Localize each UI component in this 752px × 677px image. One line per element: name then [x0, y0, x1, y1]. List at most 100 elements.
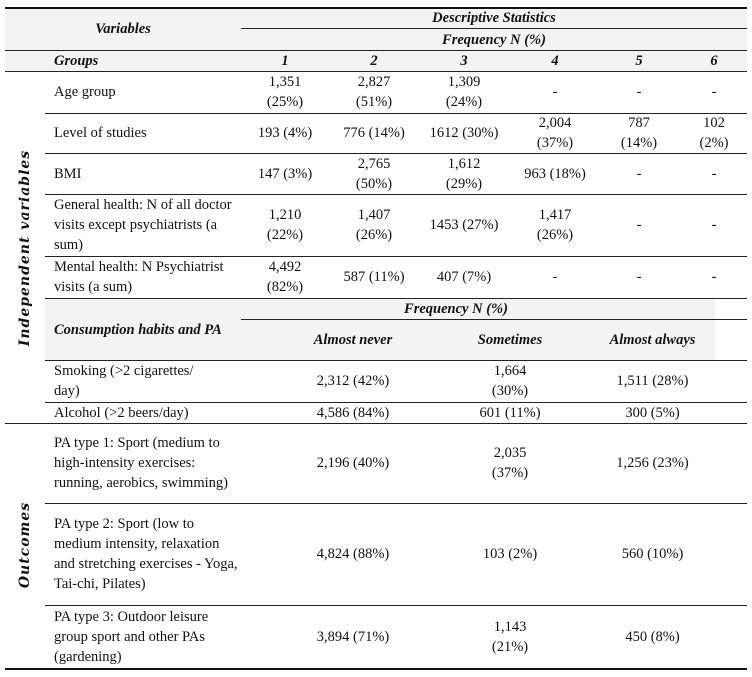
- value-cell-text: -: [636, 217, 642, 233]
- value-cell: 147 (3%): [240, 153, 330, 194]
- value-cell-text: 1,417 (26%): [536, 207, 574, 243]
- row-label: General health: N of all doctor visits e…: [54, 194, 240, 256]
- rule: [45, 153, 747, 154]
- row-label-text: Mental health: N Psychiatrist visits (a …: [54, 259, 224, 295]
- rule: [45, 194, 747, 195]
- value-cell-text: 2,312 (42%): [316, 373, 390, 389]
- value-cell: 1,256 (23%): [560, 423, 745, 503]
- rule: [45, 113, 747, 114]
- variables-header: Variables: [95, 21, 151, 37]
- top-rule: [5, 7, 747, 9]
- value-cell-text: 2,004 (37%): [536, 115, 574, 151]
- value-cell-text: 103 (2%): [482, 546, 538, 562]
- value-cell: 193 (4%): [240, 113, 330, 153]
- row-label: PA type 3: Outdoor leisure group sport a…: [54, 605, 240, 668]
- value-cell-text: 560 (10%): [621, 546, 684, 562]
- value-cell: 103 (2%): [474, 503, 546, 605]
- row-label: Mental health: N Psychiatrist visits (a …: [54, 256, 240, 298]
- value-cell-text: 1,407 (26%): [355, 207, 393, 243]
- value-cell-text: 1,256 (23%): [616, 455, 689, 471]
- row-label: Alcohol (>2 beers/day): [54, 402, 240, 423]
- value-cell: -: [678, 153, 750, 194]
- groups-header: Groups: [54, 53, 99, 69]
- value-cell-text: 4,492 (82%): [266, 259, 304, 295]
- value-cell-text: 102 (2%): [699, 115, 729, 151]
- value-cell: -: [600, 194, 678, 256]
- rule: [45, 298, 747, 299]
- value-cell-text: 776 (14%): [343, 125, 405, 141]
- value-cell-text: -: [711, 269, 717, 285]
- value-cell-text: 3,894 (71%): [316, 628, 390, 645]
- value-cell: -: [600, 153, 678, 194]
- value-cell: -: [600, 71, 678, 113]
- value-cell-text: -: [711, 165, 717, 182]
- value-cell: 1,664 (30%): [474, 360, 546, 402]
- value-cell: 300 (5%): [560, 402, 745, 423]
- value-cell-text: -: [552, 84, 558, 100]
- value-cell: -: [678, 194, 750, 256]
- row-label-text: Smoking (>2 cigarettes/ day): [54, 363, 194, 399]
- row-label: PA type 2: Sport (low to medium intensit…: [54, 503, 240, 605]
- value-cell-text: 1,143 (21%): [491, 618, 529, 655]
- row-label-text: PA type 1: Sport (medium to high-intensi…: [54, 435, 228, 491]
- value-cell: 601 (11%): [474, 402, 546, 423]
- group-number: 4: [551, 53, 559, 69]
- row-label: PA type 1: Sport (medium to high-intensi…: [54, 423, 240, 503]
- value-cell: 2,035 (37%): [474, 423, 546, 503]
- value-cell: 2,312 (42%): [260, 360, 446, 402]
- row-label-text: Alcohol (>2 beers/day): [54, 404, 189, 421]
- value-cell-text: 1,511 (28%): [616, 373, 689, 389]
- value-cell: 2,827 (51%): [330, 71, 418, 113]
- value-cell-text: 450 (8%): [625, 628, 680, 645]
- value-cell: 407 (7%): [418, 256, 510, 298]
- rule: [45, 605, 747, 606]
- value-cell: 1,309 (24%): [418, 71, 510, 113]
- header-background: [5, 7, 747, 71]
- column-almost-always: Almost always: [609, 332, 696, 348]
- rule: [45, 503, 747, 504]
- value-cell: 2,765 (50%): [330, 153, 418, 194]
- value-cell-text: -: [711, 217, 717, 233]
- value-cell-text: 193 (4%): [257, 125, 313, 141]
- value-cell: 560 (10%): [560, 503, 745, 605]
- value-cell: 102 (2%): [678, 113, 750, 153]
- outcomes-label: Outcomes: [17, 501, 33, 589]
- rule: [5, 71, 747, 72]
- value-cell: 963 (18%): [510, 153, 600, 194]
- value-cell: 3,894 (71%): [260, 605, 446, 668]
- value-cell: 1453 (27%): [418, 194, 510, 256]
- value-cell-text: -: [711, 84, 717, 100]
- descriptive-statistics-header: Descriptive Statistics: [432, 10, 556, 26]
- value-cell: 1,417 (26%): [510, 194, 600, 256]
- value-cell-text: 2,196 (40%): [316, 455, 390, 471]
- row-label: BMI: [54, 153, 240, 194]
- value-cell: 450 (8%): [560, 605, 745, 668]
- value-cell: 4,586 (84%): [260, 402, 446, 423]
- row-label: Level of studies: [54, 113, 240, 153]
- value-cell-text: 2,035 (37%): [491, 445, 529, 481]
- value-cell: 4,492 (82%): [240, 256, 330, 298]
- row-label-text: BMI: [54, 165, 82, 182]
- habits-header-background: [45, 298, 715, 360]
- value-cell: 587 (11%): [330, 256, 418, 298]
- value-cell-text: 1453 (27%): [429, 217, 499, 233]
- value-cell: 1,210 (22%): [240, 194, 330, 256]
- value-cell-text: 300 (5%): [625, 404, 680, 421]
- column-almost-never: Almost never: [313, 332, 393, 348]
- value-cell: 776 (14%): [330, 113, 418, 153]
- value-cell-text: 1,210 (22%): [266, 207, 304, 243]
- value-cell: 1,351 (25%): [240, 71, 330, 113]
- group-number: 3: [460, 53, 468, 69]
- value-cell: 2,004 (37%): [510, 113, 600, 153]
- row-label-text: Age group: [54, 84, 116, 100]
- value-cell-text: 601 (11%): [479, 404, 541, 421]
- value-cell-text: 147 (3%): [257, 165, 313, 182]
- habits-frequency-header: Frequency N (%): [404, 301, 508, 317]
- value-cell-text: 587 (11%): [343, 269, 405, 285]
- row-label-text: PA type 3: Outdoor leisure group sport a…: [54, 608, 209, 665]
- value-cell: 1612 (30%): [418, 113, 510, 153]
- rule: [5, 50, 747, 51]
- group-number: 1: [281, 53, 289, 69]
- value-cell: -: [678, 256, 750, 298]
